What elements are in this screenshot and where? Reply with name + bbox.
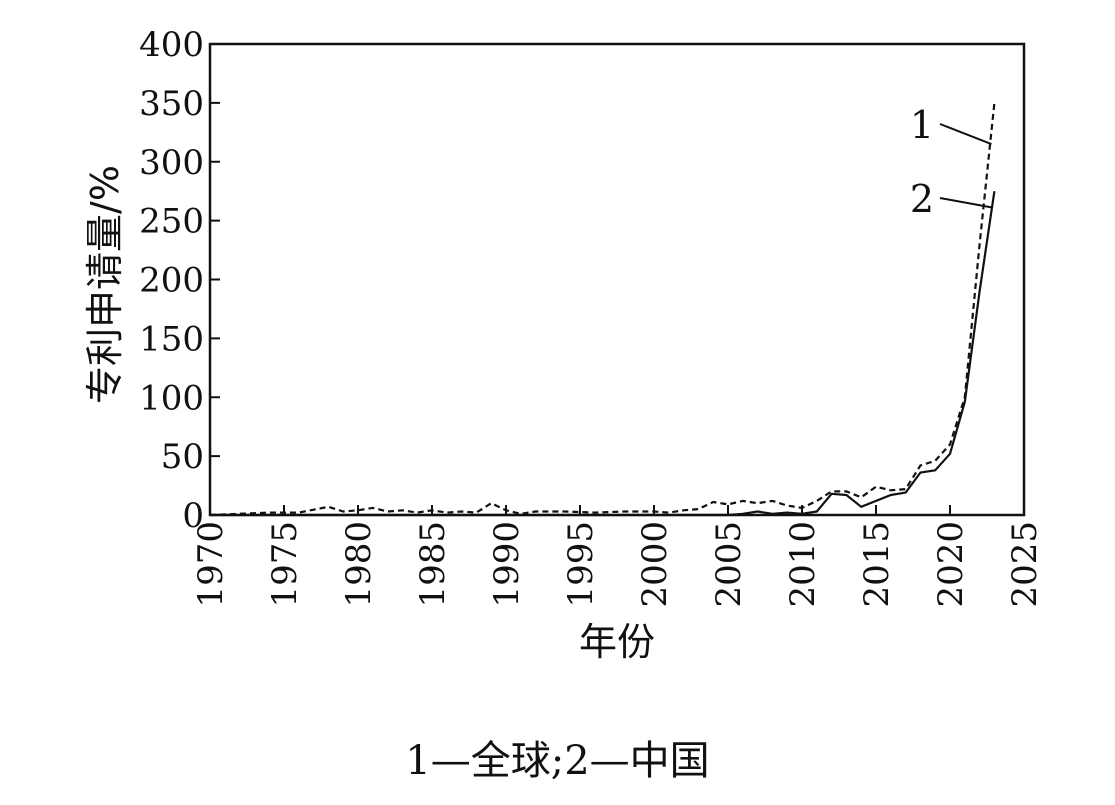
y-tick-label: 400	[139, 25, 204, 65]
x-tick-label: 2010	[783, 521, 823, 608]
x-tick-label: 1975	[265, 521, 305, 608]
series-layer	[209, 102, 996, 517]
y-tick-label: 0	[182, 496, 204, 536]
y-tick-label: 350	[139, 84, 204, 124]
x-tick-label: 2000	[635, 521, 675, 608]
y-axis-title: 专利申请量/%	[83, 165, 127, 404]
x-tick-label: 2015	[857, 521, 897, 608]
x-tick-label: 1995	[561, 521, 601, 608]
y-tick-label: 100	[139, 378, 204, 418]
chart: 1970 1975 1980 1985 1990 1995 2000 2005 2010 2015…	[83, 25, 1045, 664]
series-label-1: 1	[910, 103, 934, 147]
series-leader-1	[939, 123, 992, 146]
x-tick-label: 2025	[1005, 521, 1045, 608]
y-tick-label: 200	[139, 261, 204, 301]
x-tick-label: 2005	[709, 521, 749, 608]
plot-frame	[208, 42, 1026, 517]
series-label-2: 2	[910, 177, 934, 221]
series-label-layer: 12	[910, 103, 992, 221]
x-tick-label: 2020	[931, 521, 971, 608]
series-line-1	[209, 102, 996, 517]
y-axis-ticks: 0 50 100 150 200 250 300 350 400	[139, 25, 220, 536]
y-tick-label: 250	[139, 202, 204, 242]
series-line-2	[210, 191, 996, 517]
x-tick-label: 1990	[487, 521, 527, 608]
x-tick-label: 1970	[191, 521, 231, 608]
x-axis-title: 年份	[579, 620, 655, 664]
x-axis-ticks: 1970 1975 1980 1985 1990 1995 2000 2005 2010 2015…	[191, 505, 1045, 608]
figure-caption: 1—全球;2—中国	[405, 738, 710, 784]
x-tick-label: 1980	[339, 521, 379, 608]
x-tick-label: 1985	[413, 521, 453, 608]
series-leader-2	[939, 197, 992, 209]
y-tick-label: 300	[139, 143, 204, 183]
y-tick-label: 150	[139, 319, 204, 359]
y-tick-label: 50	[161, 437, 204, 477]
